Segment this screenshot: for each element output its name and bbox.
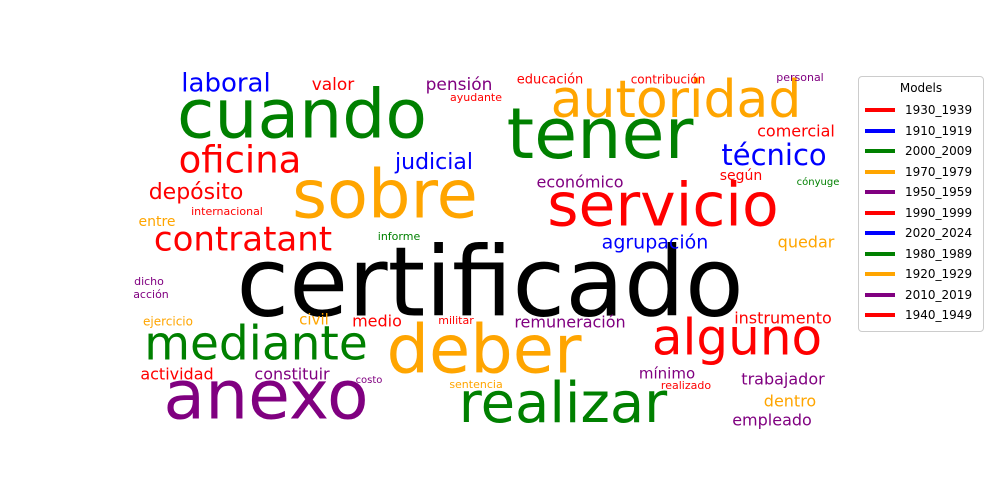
word-20: pensión: [426, 75, 493, 95]
word-46: sentencia: [449, 378, 502, 391]
legend-entry: 1940_1949: [865, 305, 977, 326]
legend-swatch: [865, 190, 895, 195]
legend-entry: 1920_1929: [865, 264, 977, 285]
word-16: judicial: [394, 150, 473, 175]
word-31: medio: [352, 312, 402, 331]
legend-swatch: [865, 251, 895, 256]
word-34: entre: [138, 214, 175, 230]
legend-entry: 1950_1959: [865, 182, 977, 203]
legend-swatch: [865, 149, 895, 154]
legend-title: Models: [899, 81, 943, 95]
legend-swatch: [865, 108, 895, 113]
word-7: servicio: [547, 171, 778, 241]
word-14: técnico: [721, 138, 826, 172]
word-48: costo: [356, 375, 383, 386]
legend-label: 1970_1979: [905, 164, 973, 179]
word-3: cuando: [177, 76, 427, 155]
word-24: constituir: [254, 365, 330, 384]
word-25: comercial: [757, 122, 835, 141]
word-38: ejercicio: [143, 315, 193, 329]
legend-entry: 1970_1979: [865, 162, 977, 183]
legend-swatch: [865, 231, 895, 236]
legend-label: 1950_1959: [905, 185, 973, 200]
word-12: oficina: [179, 139, 302, 182]
word-26: económico: [537, 173, 624, 192]
word-19: valor: [312, 75, 355, 95]
legend-label: 1930_1939: [905, 103, 973, 118]
word-10: alguno: [652, 309, 822, 367]
word-21: instrumento: [734, 309, 832, 328]
legend-label: 2000_2009: [905, 144, 973, 159]
word-27: actividad: [140, 365, 213, 384]
word-45: acción: [133, 288, 169, 301]
word-29: empleado: [732, 411, 812, 430]
legend-swatch: [865, 210, 895, 215]
legend-entry: 2020_2024: [865, 223, 977, 244]
word-4: tener: [507, 93, 694, 175]
word-15: laboral: [181, 69, 270, 99]
legend-entries: 1930_1939 1910_1919 2000_2009 1970_1979 1950…: [865, 100, 977, 326]
word-2: sobre: [292, 156, 478, 234]
legend-entry: 2000_2009: [865, 141, 977, 162]
word-39: personal: [776, 71, 824, 84]
word-22: remuneración: [514, 313, 625, 332]
word-6: deber: [386, 311, 582, 389]
word-9: autoridad: [551, 70, 802, 130]
word-11: mediante: [144, 317, 368, 372]
word-30: dentro: [764, 392, 816, 411]
word-8: realizar: [459, 371, 668, 436]
word-42: informe: [378, 230, 421, 243]
word-35: según: [720, 168, 763, 184]
word-49: cónyuge: [797, 176, 840, 188]
legend-label: 1940_1949: [905, 308, 973, 323]
word-41: internacional: [191, 205, 263, 218]
word-37: contribución: [631, 73, 706, 87]
word-13: contratant: [154, 220, 332, 260]
word-40: ayudante: [450, 91, 502, 104]
legend: Models 1930_1939 1910_1919 2000_2009 1970_1…: [858, 76, 984, 332]
legend-swatch: [865, 272, 895, 277]
word-44: dicho: [134, 275, 164, 288]
legend-swatch: [865, 313, 895, 318]
word-32: civil: [299, 311, 329, 329]
legend-label: 1920_1929: [905, 267, 973, 282]
legend-swatch: [865, 292, 895, 297]
word-28: quedar: [778, 233, 835, 252]
legend-entry: 2010_2019: [865, 285, 977, 306]
word-23: trabajador: [741, 370, 825, 389]
legend-entry: 1910_1919: [865, 121, 977, 142]
legend-label: 2010_2019: [905, 287, 973, 302]
word-33: mínimo: [639, 365, 695, 383]
legend-label: 1990_1999: [905, 205, 973, 220]
legend-swatch: [865, 169, 895, 174]
word-36: educación: [517, 73, 584, 88]
legend-entry: 1930_1939: [865, 100, 977, 121]
legend-entry: 1980_1989: [865, 244, 977, 265]
legend-entry: 1990_1999: [865, 203, 977, 224]
legend-swatch: [865, 128, 895, 133]
word-1: certificado: [236, 226, 743, 338]
word-5: anexo: [163, 357, 368, 436]
word-18: agrupación: [602, 232, 709, 254]
legend-label: 1980_1989: [905, 246, 973, 261]
legend-label: 1910_1919: [905, 123, 973, 138]
legend-label: 2020_2024: [905, 226, 973, 241]
word-17: depósito: [149, 180, 244, 205]
word-43: militar: [438, 314, 474, 327]
word-47: realizado: [661, 379, 711, 392]
